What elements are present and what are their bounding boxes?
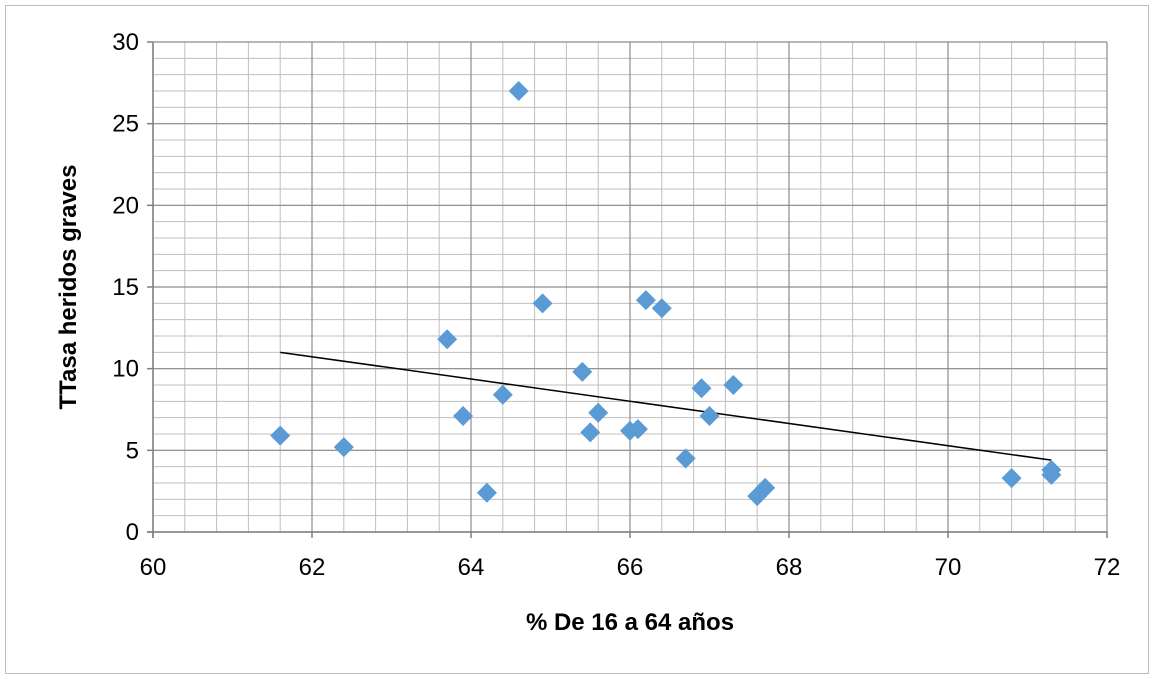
y-tick-label: 5 bbox=[126, 437, 139, 464]
y-tick-labels: 0 5 10 15 20 25 30 bbox=[112, 29, 139, 546]
x-tick-label: 70 bbox=[935, 554, 962, 581]
major-gridlines bbox=[152, 41, 1108, 533]
data-point bbox=[723, 375, 744, 395]
data-point bbox=[492, 384, 513, 405]
data-point bbox=[453, 406, 474, 427]
data-point bbox=[1041, 464, 1062, 485]
data-point bbox=[572, 361, 593, 382]
data-points bbox=[270, 81, 1062, 507]
trendline-group bbox=[280, 351, 1052, 461]
chart-frame bbox=[5, 5, 1149, 674]
x-tick-label: 68 bbox=[776, 554, 803, 581]
x-tick-label: 62 bbox=[299, 554, 326, 581]
x-tick-label: 66 bbox=[617, 554, 644, 581]
data-point bbox=[532, 293, 553, 314]
x-tick-label: 72 bbox=[1094, 554, 1121, 581]
data-point bbox=[333, 437, 354, 458]
y-axis-title: TTasa heridos graves bbox=[55, 165, 82, 410]
data-point bbox=[270, 425, 291, 446]
data-point bbox=[508, 81, 529, 101]
y-tick-label: 30 bbox=[112, 29, 139, 56]
y-tick-label: 25 bbox=[112, 111, 139, 138]
y-tick-label: 10 bbox=[112, 356, 139, 383]
data-point bbox=[651, 298, 672, 319]
y-tick-label: 15 bbox=[112, 274, 139, 301]
data-point bbox=[588, 402, 609, 423]
x-tick-labels: 60 62 64 66 68 70 72 bbox=[140, 554, 1121, 581]
data-point bbox=[691, 378, 712, 399]
data-point bbox=[437, 329, 458, 350]
trendline bbox=[280, 351, 1052, 461]
data-point bbox=[675, 448, 696, 469]
data-point bbox=[580, 422, 601, 443]
x-tick-label: 64 bbox=[458, 554, 485, 581]
data-point bbox=[627, 419, 648, 440]
data-point bbox=[1001, 468, 1022, 489]
axes bbox=[147, 41, 1108, 538]
x-axis-title: % De 16 a 64 años bbox=[526, 609, 734, 636]
data-point bbox=[635, 290, 656, 311]
y-tick-label: 0 bbox=[126, 519, 139, 546]
data-point bbox=[476, 482, 497, 503]
y-tick-label: 20 bbox=[112, 192, 139, 219]
data-point bbox=[755, 477, 776, 498]
x-tick-label: 60 bbox=[140, 554, 167, 581]
data-point bbox=[699, 406, 720, 427]
